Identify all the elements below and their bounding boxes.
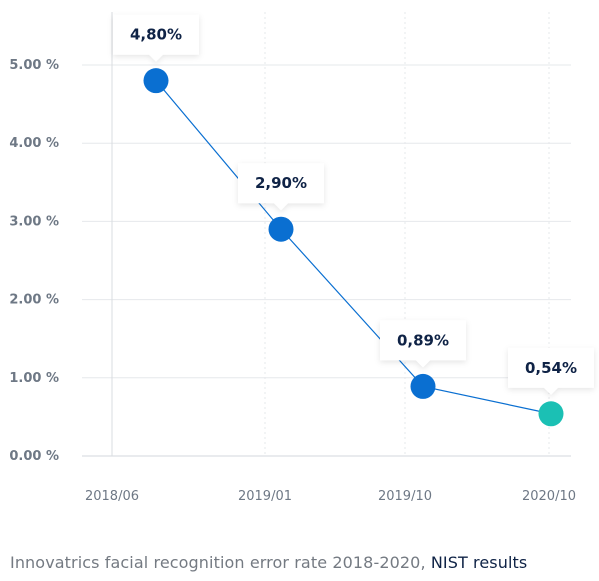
nist-results-link[interactable]: NIST results [430,553,528,572]
line-layer [155,80,552,415]
data-label-box [113,14,199,62]
error-rate-chart: 0.00 % 1.00 % 2.00 % 3.00 % 4.00 % 5.00 % 2018… [9,12,594,504]
data-point[interactable] [268,216,294,242]
y-tick-label: 1.00 % [9,371,59,386]
data-label: 0,54% [525,359,577,377]
y-tick-label: 2.00 % [9,293,59,308]
data-point[interactable] [538,401,564,427]
data-label-box [238,163,324,211]
data-label-callout [380,320,466,368]
axis-layer: 0.00 % 1.00 % 2.00 % 3.00 % 4.00 % 5.00 % 2018… [9,58,576,504]
point-layer [143,68,564,427]
data-label: 2,90% [255,174,307,192]
x-tick-label: 2019/10 [378,489,432,504]
x-tick-label: 2019/01 [238,489,292,504]
data-label-callout [113,14,199,62]
data-point[interactable] [410,373,436,399]
data-label-callout [508,347,594,395]
x-tick-label: 2020/10 [522,489,576,504]
x-tick-label: 2018/06 [85,489,139,504]
data-label: 4,80% [130,26,182,44]
y-tick-label: 0.00 % [9,449,59,464]
data-label-box [380,320,466,368]
label-layer: 4,80% 2,90% 0,89% 0,54% [113,14,594,395]
data-point[interactable] [143,68,169,94]
data-label-callout [238,163,324,211]
y-tick-label: 3.00 % [9,214,59,229]
chart-caption: Innovatrics facial recognition error rat… [10,553,527,572]
data-label: 0,89% [397,331,449,349]
y-tick-label: 4.00 % [9,136,59,151]
caption-text: Innovatrics facial recognition error rat… [10,553,431,572]
data-label-box [508,347,594,395]
series-line [155,80,552,415]
y-tick-label: 5.00 % [9,58,59,73]
